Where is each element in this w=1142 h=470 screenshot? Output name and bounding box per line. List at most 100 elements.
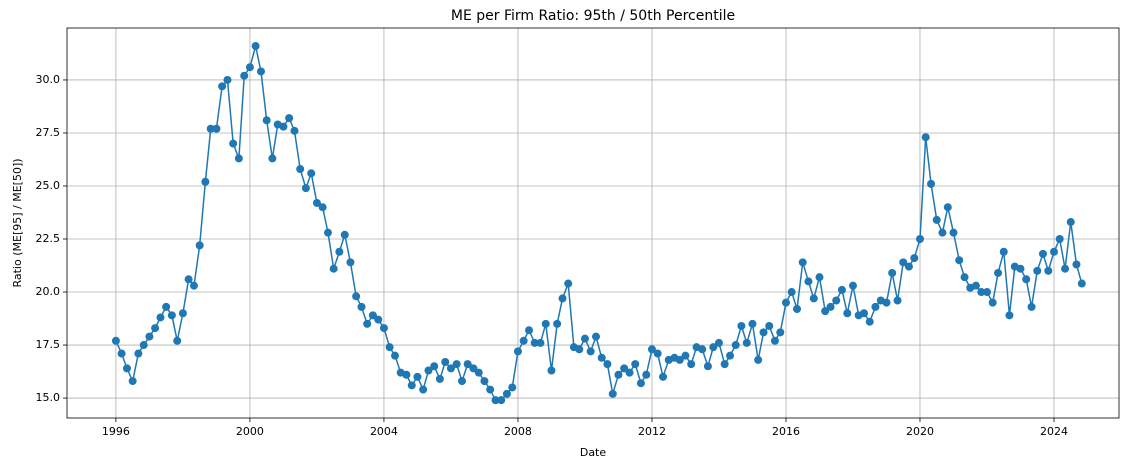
data-point: [173, 336, 182, 345]
data-point: [720, 360, 729, 369]
data-point: [642, 370, 651, 379]
data-point: [915, 235, 924, 244]
data-point: [659, 372, 668, 381]
data-point: [860, 309, 869, 318]
data-point: [469, 364, 478, 373]
data-point: [608, 389, 617, 398]
data-point: [323, 228, 332, 237]
data-point: [486, 385, 495, 394]
data-point: [675, 355, 684, 364]
data-point: [592, 332, 601, 341]
data-point: [480, 377, 489, 386]
data-point: [932, 215, 941, 224]
data-point: [597, 353, 606, 362]
data-point: [837, 285, 846, 294]
data-point: [390, 351, 399, 360]
data-point: [714, 338, 723, 347]
data-point: [251, 42, 260, 51]
data-point: [519, 336, 528, 345]
data-point: [184, 275, 193, 284]
data-point: [977, 288, 986, 297]
x-tick-label: 2008: [504, 425, 532, 438]
data-point: [910, 254, 919, 263]
data-point: [234, 154, 243, 163]
data-point: [888, 268, 897, 277]
data-point: [189, 281, 198, 290]
y-tick-label: 22.5: [36, 232, 61, 245]
data-point: [871, 302, 880, 311]
data-point: [385, 343, 394, 352]
data-point: [497, 396, 506, 405]
data-point: [927, 179, 936, 188]
data-point: [781, 298, 790, 307]
data-point: [167, 311, 176, 320]
data-point: [882, 298, 891, 307]
data-point: [122, 364, 131, 373]
data-point: [435, 374, 444, 383]
data-point: [1061, 264, 1070, 273]
data-point: [474, 368, 483, 377]
data-point: [117, 349, 126, 358]
data-point: [580, 334, 589, 343]
y-tick-label: 17.5: [36, 338, 61, 351]
data-point: [737, 321, 746, 330]
data-point: [999, 247, 1008, 256]
data-point: [262, 116, 271, 125]
data-point: [513, 347, 522, 356]
data-point: [826, 302, 835, 311]
data-point: [424, 366, 433, 375]
data-point: [770, 336, 779, 345]
data-point: [452, 360, 461, 369]
data-point: [218, 82, 227, 91]
data-point: [960, 273, 969, 282]
data-point: [357, 302, 366, 311]
data-point: [938, 228, 947, 237]
data-point: [156, 313, 165, 322]
data-point: [703, 362, 712, 371]
data-point: [329, 264, 338, 273]
data-point: [1022, 275, 1031, 284]
data-point: [759, 328, 768, 337]
data-point: [223, 75, 232, 84]
data-point: [111, 336, 120, 345]
data-point: [681, 351, 690, 360]
data-point: [1033, 266, 1042, 275]
data-point: [145, 332, 154, 341]
data-point: [491, 396, 500, 405]
data-point: [413, 372, 422, 381]
data-point: [268, 154, 277, 163]
data-point: [636, 379, 645, 388]
data-point: [754, 355, 763, 364]
data-point: [832, 296, 841, 305]
data-point: [318, 203, 327, 212]
data-point: [229, 139, 238, 148]
data-point: [379, 324, 388, 333]
data-point: [558, 294, 567, 303]
data-point: [553, 319, 562, 328]
data-point: [240, 71, 249, 80]
x-tick-label: 2004: [370, 425, 398, 438]
data-point: [899, 258, 908, 267]
data-point: [1044, 266, 1053, 275]
data-point: [742, 338, 751, 347]
data-point: [162, 302, 171, 311]
data-point: [340, 230, 349, 239]
data-point: [647, 345, 656, 354]
data-point: [821, 307, 830, 316]
data-point: [525, 326, 534, 335]
data-point: [1072, 260, 1081, 269]
data-point: [804, 277, 813, 286]
data-point: [312, 198, 321, 207]
y-tick-label: 15.0: [36, 391, 61, 404]
data-point: [419, 385, 428, 394]
data-point: [787, 288, 796, 297]
data-point: [776, 328, 785, 337]
data-point: [1016, 264, 1025, 273]
data-point: [982, 288, 991, 297]
data-point: [407, 381, 416, 390]
data-point: [301, 184, 310, 193]
data-point: [374, 315, 383, 324]
data-point: [843, 309, 852, 318]
data-point: [245, 63, 254, 72]
